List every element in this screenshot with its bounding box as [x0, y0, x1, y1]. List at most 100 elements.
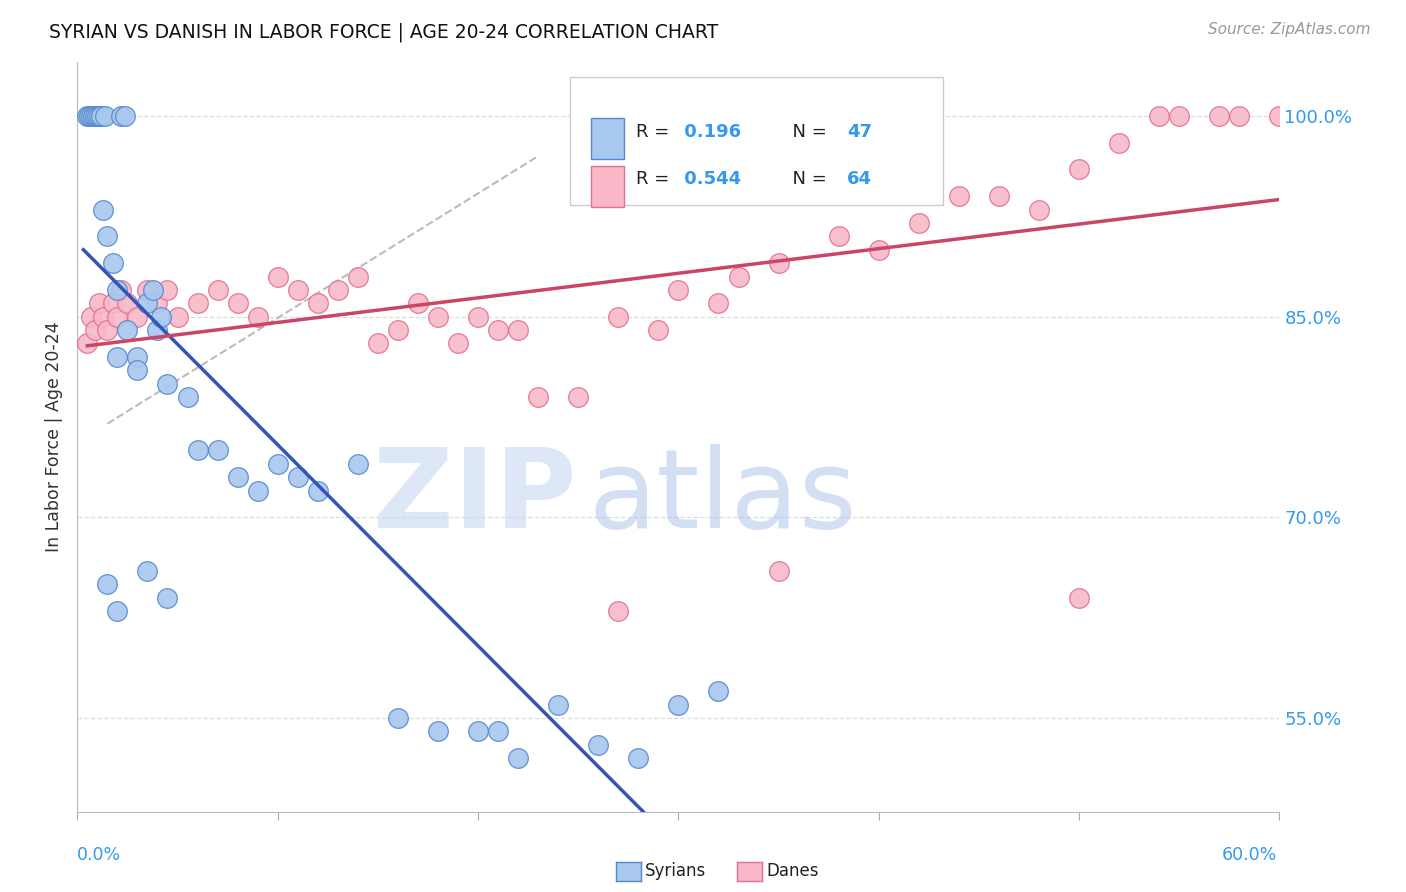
Point [80, 109, 103, 123]
Point [150, 310, 173, 324]
Point [80, 310, 103, 324]
Point [84, 109, 107, 123]
Text: SYRIAN VS DANISH IN LABOR FORCE | AGE 20-24 CORRELATION CHART: SYRIAN VS DANISH IN LABOR FORCE | AGE 20… [49, 22, 718, 42]
Point [908, 216, 931, 230]
Point [187, 443, 209, 458]
Point [89, 109, 111, 123]
Point [79, 109, 101, 123]
Point [96, 323, 118, 337]
Point [607, 604, 630, 618]
Point [447, 336, 470, 351]
Point [226, 470, 249, 484]
Point [387, 711, 409, 725]
Point [86, 109, 108, 123]
Point [107, 283, 129, 297]
Point [988, 189, 1011, 203]
Point [136, 283, 159, 297]
Point [508, 323, 530, 337]
Point [1149, 109, 1171, 123]
Point [166, 310, 188, 324]
Text: Source: ZipAtlas.com: Source: ZipAtlas.com [1208, 22, 1371, 37]
Point [868, 243, 890, 257]
Point [176, 390, 198, 404]
Point [1108, 136, 1130, 150]
Point [287, 283, 309, 297]
Point [94, 109, 117, 123]
Point [107, 350, 129, 364]
FancyBboxPatch shape [571, 78, 943, 205]
Point [307, 483, 329, 498]
Point [1288, 109, 1310, 123]
Point [136, 296, 159, 310]
Point [246, 310, 269, 324]
Point [1028, 202, 1050, 217]
Point [287, 470, 309, 484]
Point [588, 738, 610, 752]
Point [107, 310, 129, 324]
Point [467, 310, 489, 324]
Point [84, 323, 107, 337]
Point [96, 229, 118, 244]
Point [547, 698, 569, 712]
Text: N =: N = [780, 170, 832, 188]
Point [107, 604, 129, 618]
Text: atlas: atlas [588, 443, 856, 550]
Point [1168, 109, 1191, 123]
Point [948, 189, 970, 203]
Point [607, 310, 630, 324]
Point [117, 323, 139, 337]
Point [1069, 591, 1091, 605]
Point [768, 256, 790, 270]
Point [110, 283, 132, 297]
Point [828, 229, 851, 244]
Point [727, 269, 749, 284]
Point [142, 283, 165, 297]
Point [707, 684, 730, 698]
Point [110, 109, 132, 123]
Text: 0.544: 0.544 [679, 170, 741, 188]
Point [117, 296, 139, 310]
Point [96, 577, 118, 591]
Text: R =: R = [637, 122, 675, 141]
Text: ZIP: ZIP [373, 443, 576, 550]
Text: 64: 64 [846, 170, 872, 188]
Point [156, 376, 179, 391]
Point [103, 296, 125, 310]
Point [156, 591, 179, 605]
Text: Syrians: Syrians [645, 863, 707, 880]
Point [326, 283, 349, 297]
Point [1229, 109, 1251, 123]
Text: 47: 47 [846, 122, 872, 141]
Point [508, 751, 530, 765]
Point [307, 296, 329, 310]
Text: 60.0%: 60.0% [1222, 846, 1277, 863]
Point [187, 296, 209, 310]
Point [114, 109, 136, 123]
Point [367, 336, 389, 351]
Point [89, 296, 111, 310]
Point [347, 457, 370, 471]
Point [427, 310, 450, 324]
Point [467, 724, 489, 739]
Point [90, 109, 112, 123]
Point [387, 323, 409, 337]
FancyBboxPatch shape [591, 166, 624, 207]
Point [486, 323, 509, 337]
Point [93, 310, 115, 324]
FancyBboxPatch shape [591, 118, 624, 160]
Point [207, 283, 229, 297]
Y-axis label: In Labor Force | Age 20-24: In Labor Force | Age 20-24 [45, 322, 63, 552]
Point [207, 443, 229, 458]
Text: 0.0%: 0.0% [77, 846, 121, 863]
Point [768, 564, 790, 578]
Point [647, 323, 669, 337]
Point [82, 109, 104, 123]
Point [127, 363, 149, 377]
Text: Danes: Danes [766, 863, 818, 880]
Point [1309, 109, 1331, 123]
Point [136, 564, 159, 578]
Point [267, 269, 290, 284]
Point [127, 310, 149, 324]
Text: R =: R = [637, 170, 675, 188]
Point [1268, 109, 1291, 123]
